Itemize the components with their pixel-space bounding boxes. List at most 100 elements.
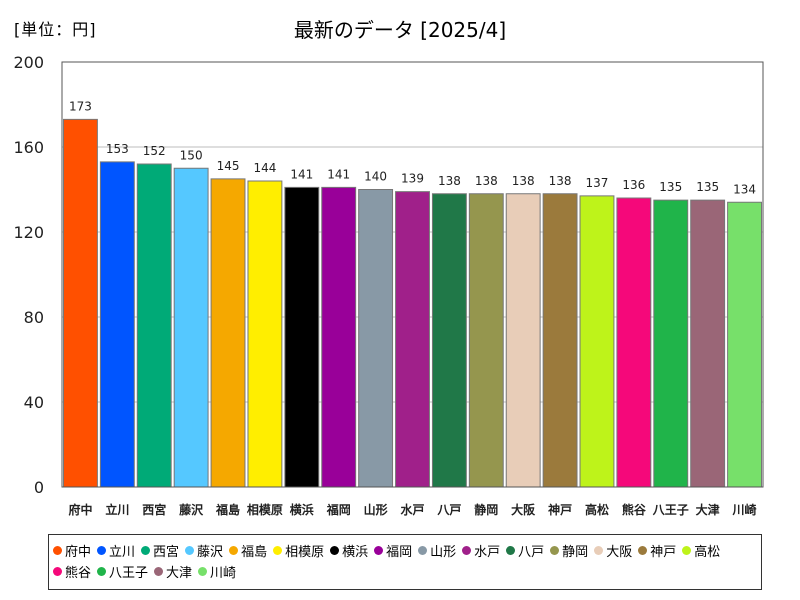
data-label: 137	[586, 176, 609, 190]
unit-label: [単位：円]	[14, 20, 97, 39]
data-label: 141	[290, 167, 313, 181]
legend-label: 熊谷	[65, 566, 92, 581]
legend-item: 八王子	[97, 561, 148, 582]
y-tick-label: 0	[34, 478, 44, 497]
legend-label: 大阪	[606, 545, 633, 560]
bar	[173, 167, 209, 488]
y-tick-label: 80	[24, 308, 44, 327]
plot-frame	[61, 61, 764, 488]
x-tick-label: 福岡	[326, 502, 351, 517]
data-label: 152	[143, 144, 166, 158]
legend-swatch	[273, 546, 283, 555]
data-label: 135	[696, 180, 719, 194]
legend-swatch	[53, 546, 62, 555]
y-tick-label: 40	[24, 393, 44, 412]
bar	[136, 163, 172, 488]
data-label: 141	[327, 167, 350, 181]
legend-item: 大阪	[594, 540, 632, 561]
legend-label: 大津	[166, 566, 193, 581]
bar	[542, 193, 578, 488]
legend-swatch	[141, 546, 151, 555]
x-tick-label: 神戸	[548, 502, 572, 517]
legend-label: 福島	[241, 545, 268, 560]
legend-label: 高松	[694, 545, 721, 560]
legend-swatch	[638, 546, 648, 555]
bar	[505, 193, 541, 488]
data-label: 150	[180, 148, 203, 162]
data-label: 134	[733, 182, 756, 196]
y-tick-label: 120	[13, 223, 44, 242]
legend-item: 西宮	[141, 540, 179, 561]
chart-title: 最新のデータ [2025/4]	[293, 18, 507, 42]
bar	[63, 118, 98, 488]
legend-item: 静岡	[550, 540, 588, 561]
data-label: 140	[364, 170, 387, 184]
legend-swatch	[97, 546, 107, 555]
x-tick-label: 高松	[585, 502, 609, 517]
x-tick-label: 川崎	[732, 502, 757, 517]
legend-item: 横浜	[330, 540, 368, 561]
legend-item: 山形	[418, 540, 456, 561]
x-tick-label: 立川	[105, 502, 129, 517]
legend-label: 府中	[65, 545, 92, 560]
bar-chart: 0 40 80 120 160 200 173 府中 153 立川 152 西宮 150 藤沢 145 福島 1…	[13, 53, 764, 517]
data-label: 135	[659, 180, 682, 194]
x-tick-label: 大阪	[511, 502, 536, 517]
x-tick-label: 相模原	[247, 502, 283, 517]
data-label: 173	[69, 99, 92, 113]
data-label: 144	[253, 161, 276, 175]
legend-swatch	[506, 546, 516, 555]
x-tick-label: 府中	[68, 502, 92, 517]
bar	[321, 186, 357, 488]
data-label: 138	[438, 174, 461, 188]
legend-item: 水戸	[462, 540, 500, 561]
legend-label: 神戸	[650, 545, 677, 560]
legend-swatch	[418, 546, 428, 555]
legend-label: 八戸	[518, 545, 545, 560]
legend-label: 福岡	[386, 545, 413, 560]
bar	[99, 161, 135, 488]
legend-swatch	[185, 546, 195, 555]
bar	[210, 178, 246, 488]
legend-item: 福島	[229, 540, 267, 561]
x-tick-label: 熊谷	[622, 502, 647, 517]
legend-swatch	[198, 567, 208, 576]
legend-label: 川崎	[210, 566, 237, 581]
data-label: 138	[475, 174, 498, 188]
data-label: 138	[512, 174, 535, 188]
bar	[247, 180, 283, 488]
data-label: 139	[401, 172, 424, 186]
bar	[653, 199, 689, 488]
legend-swatch	[154, 567, 164, 576]
x-tick-label: 藤沢	[178, 502, 204, 517]
bar	[579, 195, 615, 488]
x-tick-label: 八王子	[652, 503, 689, 517]
legend-label: 八王子	[109, 566, 149, 581]
legend-swatch	[374, 546, 384, 555]
x-tick-label: 福島	[215, 502, 240, 517]
legend-swatch	[97, 567, 107, 576]
legend: 府中 立川 西宮 藤沢 福島 相模原 横浜 福岡 山形 水戸 八戸 静岡 大阪 神戸 高松 熊谷 八王子 大津 川崎	[48, 534, 762, 590]
bar	[616, 197, 652, 488]
x-tick-label: 大津	[696, 502, 720, 517]
legend-label: 横浜	[342, 545, 369, 560]
legend-label: 静岡	[562, 545, 589, 560]
legend-label: 西宮	[153, 545, 180, 560]
bar	[431, 193, 467, 488]
data-label: 153	[106, 142, 129, 156]
bar	[727, 201, 763, 488]
legend-label: 立川	[109, 545, 136, 560]
bar	[358, 189, 394, 488]
legend-item: 府中	[53, 540, 91, 561]
data-label: 138	[549, 174, 572, 188]
data-label: 136	[622, 178, 645, 192]
legend-swatch	[682, 546, 692, 555]
legend-item: 川崎	[198, 561, 236, 582]
legend-label: 山形	[430, 545, 457, 560]
legend-item: 八戸	[506, 540, 544, 561]
x-tick-label: 横浜	[290, 502, 314, 517]
bar	[284, 186, 320, 488]
legend-swatch	[594, 546, 604, 555]
legend-swatch	[550, 546, 560, 555]
legend-item: 藤沢	[185, 540, 223, 561]
